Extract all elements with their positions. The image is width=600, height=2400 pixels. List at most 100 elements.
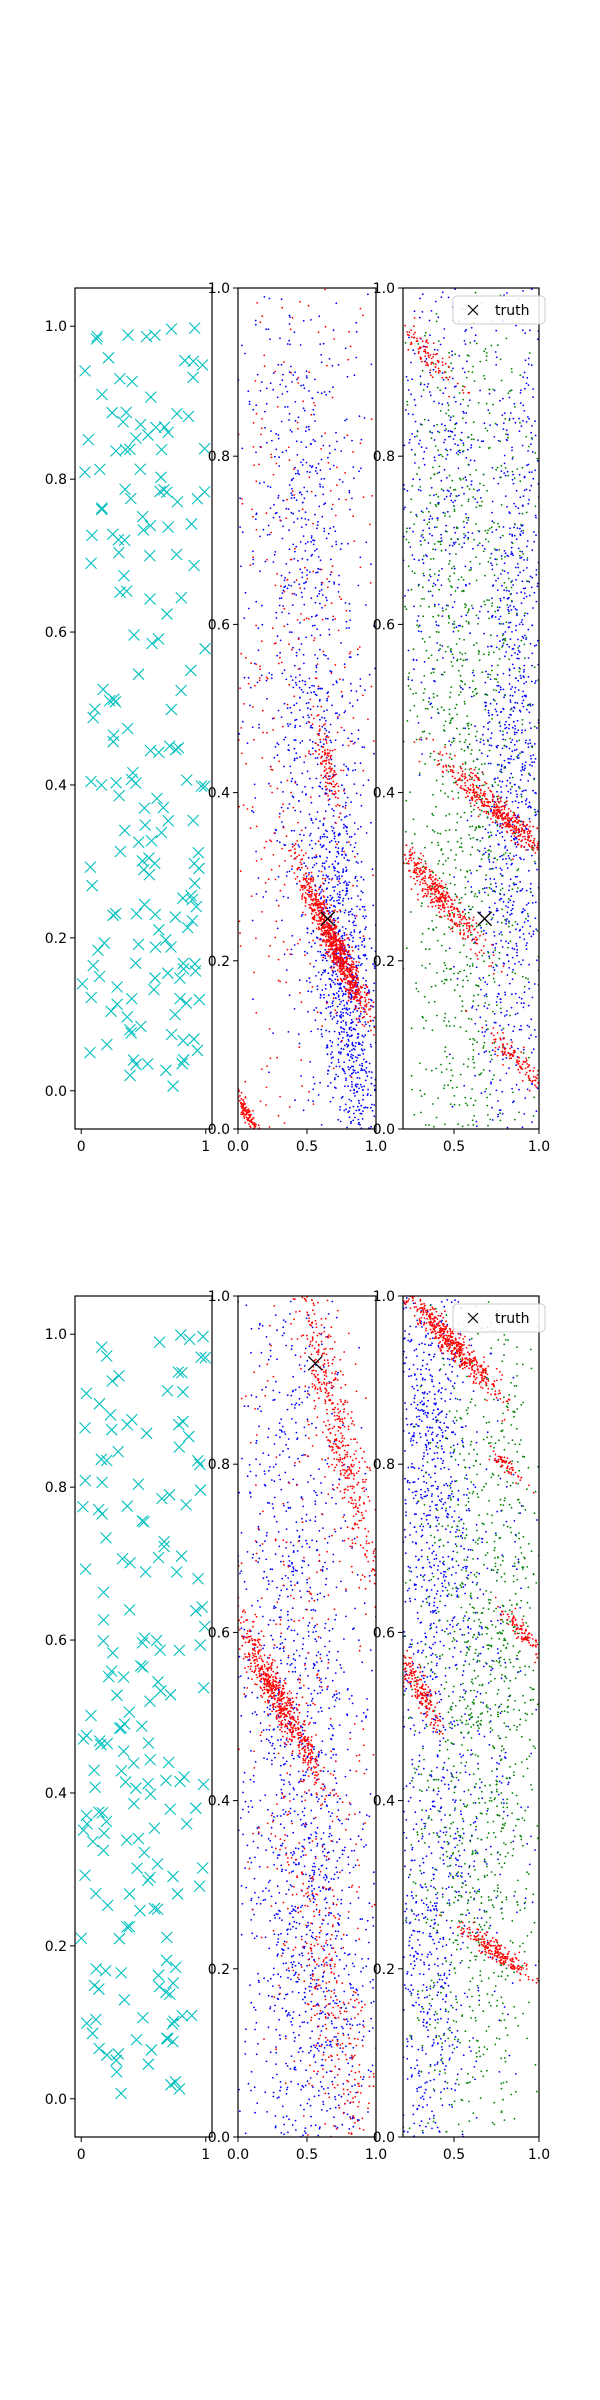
- sample-point: [319, 843, 322, 846]
- chart-r1c2: 0.00.20.40.60.81.00.0 0.5 1.0: [208, 281, 387, 1155]
- sample-point: [423, 463, 426, 466]
- sample-point: [525, 889, 528, 892]
- sample-point: [525, 789, 527, 792]
- sample-point: [339, 949, 342, 951]
- sample-point: [531, 549, 534, 552]
- sample-point: [304, 680, 306, 683]
- sample-point: [454, 531, 457, 534]
- sample-point: [296, 783, 299, 786]
- sample-point: [330, 944, 333, 947]
- sample-point: [481, 900, 483, 903]
- sample-point: [328, 1065, 331, 1068]
- sample-point: [519, 779, 522, 781]
- sample-point: [325, 393, 328, 396]
- sample-point: [279, 980, 281, 983]
- sample-point: [522, 933, 525, 935]
- sample-marker: [137, 524, 150, 536]
- sample-point: [373, 982, 376, 985]
- sample-point: [350, 1026, 352, 1029]
- sample-point: [338, 714, 341, 716]
- sample-point: [412, 478, 415, 481]
- sample-point: [501, 883, 503, 885]
- sample-point: [530, 935, 533, 938]
- sample-point: [336, 917, 339, 920]
- sample-point: [510, 553, 512, 556]
- sample-point: [269, 338, 271, 341]
- sample-point: [371, 1005, 373, 1008]
- sample-point: [461, 590, 463, 593]
- sample-point: [513, 749, 516, 752]
- sample-point: [440, 759, 443, 761]
- sample-point: [354, 1008, 357, 1010]
- sample-point: [356, 699, 359, 702]
- sample-point: [338, 1051, 340, 1053]
- sample-point: [489, 868, 491, 870]
- sample-marker: [130, 907, 143, 920]
- sample-point: [505, 785, 508, 787]
- sample-point: [452, 438, 455, 440]
- sample-point: [357, 648, 359, 650]
- sample-point: [299, 725, 301, 727]
- sample-point: [322, 743, 325, 745]
- sample-point: [313, 856, 316, 859]
- sample-point: [517, 729, 520, 732]
- sample-point: [333, 953, 335, 956]
- sample-point: [492, 584, 495, 586]
- sample-point: [520, 770, 522, 772]
- sample-point: [360, 985, 362, 988]
- sample-point: [347, 767, 349, 770]
- sample-point: [483, 887, 486, 890]
- sample-point: [332, 886, 334, 889]
- sample-point: [514, 421, 517, 424]
- sample-point: [365, 1003, 368, 1006]
- sample-point: [530, 757, 532, 760]
- sample-point: [330, 1045, 333, 1047]
- sample-point: [320, 588, 323, 591]
- sample-point: [483, 632, 486, 635]
- sample-point: [345, 1021, 347, 1024]
- sample-point: [477, 984, 479, 987]
- sample-point: [509, 782, 512, 784]
- sample-point: [517, 649, 520, 652]
- sample-point: [485, 1050, 488, 1052]
- sample-point: [335, 1073, 337, 1076]
- sample-point: [325, 934, 327, 936]
- sample-point: [520, 425, 523, 428]
- sample-point: [464, 727, 467, 730]
- sample-point: [504, 739, 507, 741]
- sample-point: [528, 471, 531, 474]
- sample-point: [519, 527, 521, 530]
- sample-point: [331, 829, 334, 832]
- sample-point: [490, 744, 493, 747]
- sample-marker: [126, 766, 139, 779]
- sample-point: [270, 439, 273, 442]
- sample-marker: [177, 963, 190, 975]
- sample-point: [254, 518, 257, 520]
- sample-point: [295, 718, 298, 721]
- sample-point: [362, 1016, 365, 1019]
- sample-point: [453, 876, 455, 878]
- sample-point: [457, 669, 460, 672]
- sample-point: [354, 1095, 356, 1097]
- sample-marker: [86, 879, 99, 892]
- sample-point: [324, 935, 327, 938]
- sample-point: [353, 975, 356, 978]
- sample-point: [530, 437, 533, 439]
- sample-marker: [181, 921, 194, 934]
- sample-point: [326, 782, 329, 784]
- sample-point: [522, 1052, 525, 1055]
- sample-point: [501, 854, 503, 857]
- sample-point: [288, 584, 290, 586]
- sample-point: [531, 765, 533, 767]
- sample-point: [272, 1032, 274, 1034]
- sample-point: [365, 832, 368, 834]
- sample-point: [503, 759, 506, 762]
- sample-point: [318, 748, 321, 751]
- sample-point: [282, 373, 284, 376]
- sample-point: [327, 586, 329, 589]
- sample-point: [293, 852, 296, 855]
- sample-point: [452, 656, 455, 659]
- sample-point: [293, 1008, 296, 1010]
- sample-point: [329, 984, 332, 987]
- sample-point: [472, 1049, 475, 1051]
